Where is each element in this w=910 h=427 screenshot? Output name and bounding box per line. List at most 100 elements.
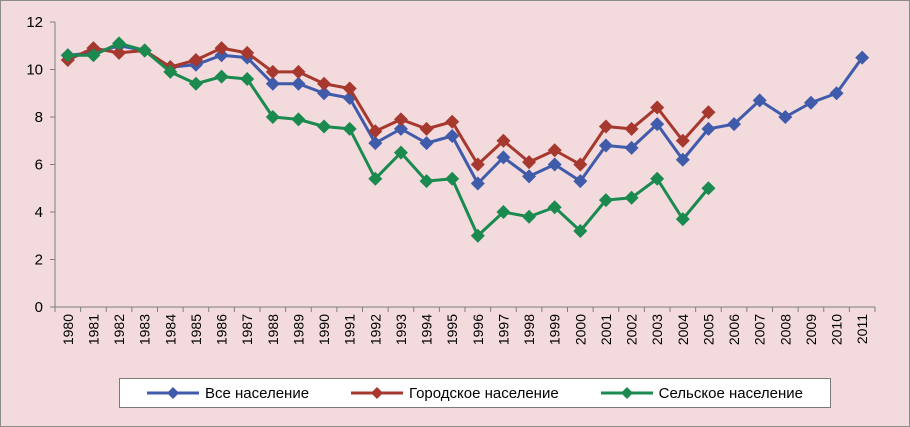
series-line-0 (67, 44, 864, 185)
series-0-point-2011 (855, 50, 870, 65)
series-0-point-1998 (522, 169, 537, 184)
x-tick-label-14: 1994 (419, 314, 435, 345)
series-0-point-1995 (445, 129, 460, 143)
series-2-point-1980 (60, 48, 75, 63)
series-0-point-2005 (701, 121, 716, 136)
series-2-point-1995 (445, 171, 460, 186)
series-0-point-1988 (265, 76, 280, 91)
series-0-point-2000 (573, 174, 588, 189)
series-1-point-1995 (445, 114, 460, 129)
series-1-point-1997 (496, 133, 511, 148)
series-1-point-1988 (265, 64, 280, 79)
x-tick-label-9: 1989 (290, 314, 306, 345)
series-1-point-1992 (368, 124, 383, 139)
series-2-point-1999 (547, 200, 562, 215)
series-1-point-1989 (291, 64, 306, 79)
legend-item-1: Городское население (350, 385, 559, 402)
x-tick-label-25: 2005 (700, 314, 716, 345)
series-0-point-2010 (829, 86, 844, 101)
x-tick-label-27: 2007 (752, 314, 768, 345)
x-tick-label-11: 1991 (342, 314, 358, 345)
series-0-point-2001 (598, 138, 613, 153)
x-tick-label-10: 1990 (316, 314, 332, 345)
x-tick-label-4: 1984 (162, 314, 178, 345)
x-tick-label-28: 2008 (777, 314, 793, 345)
x-tick-label-22: 2002 (624, 314, 640, 345)
series-1-point-1991 (342, 81, 357, 96)
series-1-point-2000 (573, 157, 588, 172)
series-2-point-1982 (112, 36, 127, 51)
series-2-point-1997 (496, 205, 511, 219)
series-0-point-1997 (496, 150, 511, 165)
series-1-point-1996 (470, 157, 485, 172)
series-0-point-2007 (752, 93, 767, 108)
series-0-point-1986 (214, 48, 229, 63)
series-1-point-2005 (701, 105, 716, 120)
legend: Все население Городское население Сельск… (119, 378, 831, 408)
series-1-point-1986 (214, 41, 229, 56)
series-2-point-1989 (291, 112, 306, 127)
series-2-point-1998 (522, 209, 537, 224)
series-0-point-2004 (675, 152, 690, 167)
series-1-point-2001 (598, 119, 613, 134)
series-1-point-1982 (112, 45, 127, 60)
series-1-point-1993 (393, 112, 408, 127)
series-2-point-1985 (188, 76, 203, 91)
x-tick-label-17: 1997 (495, 314, 511, 345)
series-2-point-2003 (650, 171, 665, 186)
y-tick-label-1: 2 (35, 252, 43, 269)
series-2-point-1988 (265, 110, 280, 124)
legend-diamond-0 (166, 387, 179, 399)
series-1-point-1987 (240, 45, 255, 60)
series-0-point-2002 (624, 140, 639, 155)
y-tick-label-0: 0 (35, 299, 43, 316)
x-tick-label-29: 2009 (803, 314, 819, 345)
series-0-point-2006 (727, 117, 742, 132)
x-tick-label-7: 1987 (239, 314, 255, 345)
series-2-point-1990 (317, 119, 332, 134)
series-0-point-1993 (393, 121, 408, 136)
series-1-point-1990 (317, 76, 332, 91)
series-1-point-1985 (188, 53, 203, 67)
legend-item-0: Все население (146, 384, 310, 402)
legend-label-0: Все население (204, 384, 310, 402)
legend-diamond-1 (370, 387, 383, 399)
series-1-point-1999 (547, 143, 562, 158)
series-1-point-2002 (624, 121, 639, 136)
series-1-point-2004 (675, 133, 690, 148)
legend-marker-2 (600, 387, 653, 399)
x-tick-label-15: 1995 (444, 314, 460, 345)
series-2-point-2004 (675, 212, 690, 227)
series-1-point-2003 (650, 100, 665, 115)
series-2-point-1993 (393, 145, 408, 160)
series-2-point-1987 (240, 72, 255, 86)
series-2-point-1986 (214, 69, 229, 84)
x-tick-label-6: 1986 (214, 314, 230, 345)
x-tick-label-30: 2010 (829, 314, 845, 345)
series-0-point-1989 (291, 76, 306, 91)
series-2-point-1996 (470, 228, 485, 243)
x-tick-label-21: 2001 (598, 314, 614, 345)
x-tick-label-26: 2006 (726, 314, 742, 345)
x-tick-label-3: 1983 (137, 314, 153, 345)
series-0-point-1992 (368, 136, 383, 151)
x-tick-label-31: 2011 (854, 314, 870, 344)
x-tick-label-0: 1980 (60, 314, 76, 345)
x-tick-label-16: 1996 (470, 314, 486, 345)
y-tick-label-6: 12 (26, 14, 43, 31)
x-tick-label-8: 1988 (265, 314, 281, 345)
series-2-point-2002 (624, 190, 639, 205)
legend-diamond-2 (620, 387, 633, 399)
series-0-point-2009 (803, 95, 818, 110)
y-tick-label-5: 10 (26, 62, 43, 79)
series-2-point-1991 (342, 121, 357, 136)
series-0-point-2003 (650, 117, 665, 132)
x-tick-label-19: 1999 (547, 314, 563, 345)
series-1-point-1981 (86, 41, 101, 56)
series-2-point-2005 (701, 181, 716, 196)
series-2-point-2000 (573, 224, 588, 238)
series-2-point-1981 (86, 48, 101, 63)
x-tick-label-5: 1985 (188, 314, 204, 345)
